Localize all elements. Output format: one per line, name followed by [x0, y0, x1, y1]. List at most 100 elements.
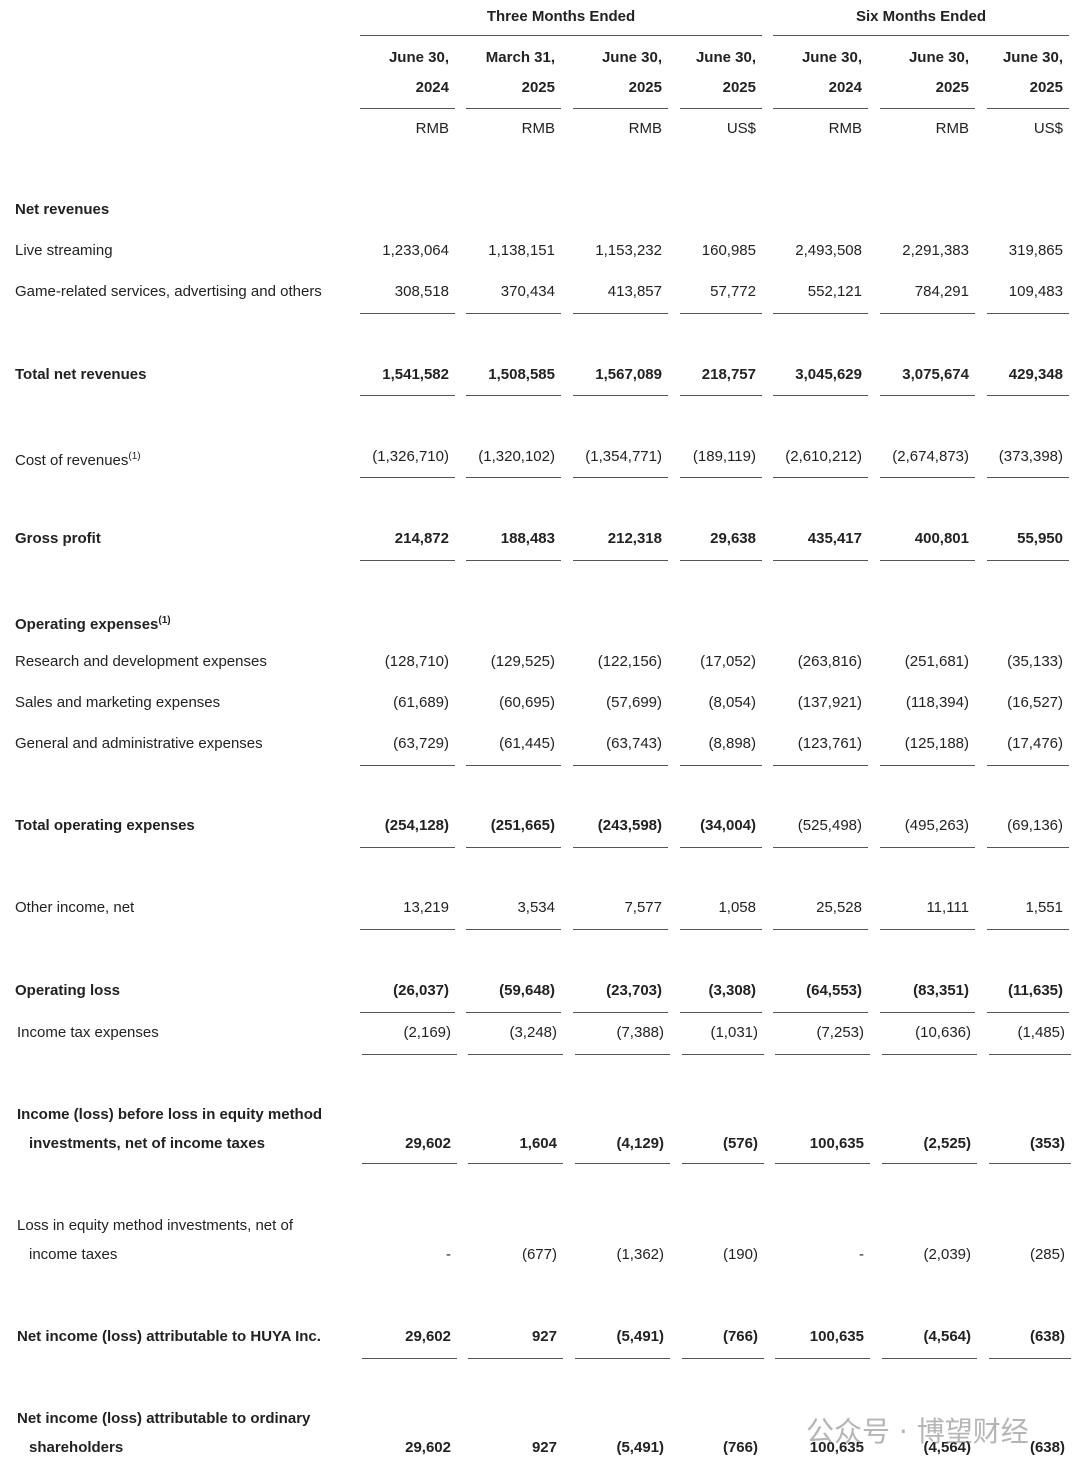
rule: [682, 1358, 764, 1359]
row-label: Cost of revenues(1): [15, 451, 141, 469]
cell-value: 100,635: [809, 1439, 864, 1456]
rule: [360, 477, 455, 478]
cell-value: 1,541,582: [382, 366, 449, 383]
rule: [773, 1012, 868, 1013]
cell-value: (83,351): [913, 982, 969, 999]
cell-value: (243,598): [597, 817, 662, 834]
cell-value: (17,476): [1007, 735, 1063, 752]
rule: [575, 1358, 670, 1359]
rule: [360, 1012, 455, 1013]
cell-value: (63,729): [393, 735, 449, 752]
column-date: 2025: [521, 79, 555, 96]
rule: [773, 560, 868, 561]
rule: [989, 1054, 1071, 1055]
rule: [680, 560, 762, 561]
cell-value: 218,757: [701, 366, 756, 383]
cell-value: 1,233,064: [382, 242, 449, 259]
column-date: June 30,: [1002, 49, 1063, 66]
cell-value: (8,898): [708, 735, 756, 752]
column-date: June 30,: [601, 49, 662, 66]
cell-value: (35,133): [1007, 653, 1063, 670]
rule: [573, 477, 668, 478]
cell-value: 29,602: [405, 1135, 451, 1152]
footnote-mark: (1): [158, 615, 171, 626]
currency: RMB: [521, 120, 555, 137]
rule: [880, 765, 975, 766]
rule: [773, 108, 868, 109]
rule: [468, 1163, 563, 1164]
rule: [575, 1163, 670, 1164]
rule: [680, 1012, 762, 1013]
cell-value: (17,052): [700, 653, 756, 670]
cell-value: 552,121: [807, 283, 862, 300]
column-date: 2024: [415, 79, 449, 96]
cell-value: (1,031): [710, 1024, 758, 1041]
cell-value: 1,567,089: [595, 366, 662, 383]
cell-value: (23,703): [606, 982, 662, 999]
cell-value: (766): [722, 1439, 758, 1456]
cell-value: (57,699): [606, 694, 662, 711]
cell-value: (285): [1029, 1246, 1065, 1263]
column-date: March 31,: [485, 49, 555, 66]
rule: [882, 1358, 977, 1359]
rule: [573, 108, 668, 109]
currency: RMB: [415, 120, 449, 137]
cell-value: (69,136): [1007, 817, 1063, 834]
cell-value: 1,153,232: [595, 242, 662, 259]
cell-value: (34,004): [700, 817, 756, 834]
row-label: Total operating expenses: [15, 817, 195, 834]
rule: [362, 1358, 457, 1359]
cell-value: (495,263): [904, 817, 969, 834]
cell-value: 55,950: [1017, 530, 1063, 547]
cell-value: (4,564): [923, 1439, 971, 1456]
rule: [773, 35, 1069, 36]
rule: [882, 1054, 977, 1055]
rule: [880, 1012, 975, 1013]
cell-value: (61,445): [499, 735, 555, 752]
cell-value: 29,602: [405, 1439, 451, 1456]
cell-value: (2,169): [403, 1024, 451, 1041]
rule: [468, 1054, 563, 1055]
rule: [680, 477, 762, 478]
cell-value: 7,577: [624, 899, 662, 916]
cell-value: (766): [722, 1328, 758, 1345]
cell-value: 100,635: [809, 1328, 864, 1345]
cell-value: 1,058: [718, 899, 756, 916]
group-header: Six Months Ended: [855, 8, 986, 25]
cell-value: 100,635: [809, 1135, 864, 1152]
footnote-mark: (1): [128, 451, 141, 462]
cell-value: 13,219: [403, 899, 449, 916]
rule: [987, 847, 1069, 848]
rule: [573, 395, 668, 396]
rule: [880, 847, 975, 848]
cell-value: (128,710): [384, 653, 449, 670]
cell-value: (61,689): [393, 694, 449, 711]
row-label: Total net revenues: [15, 366, 147, 383]
rule: [987, 560, 1069, 561]
cell-value: (353): [1029, 1135, 1065, 1152]
rule: [360, 847, 455, 848]
cell-value: (525,498): [797, 817, 862, 834]
cell-value: (1,485): [1017, 1024, 1065, 1041]
cell-value: 214,872: [394, 530, 449, 547]
rule: [682, 1163, 764, 1164]
cell-value: (2,039): [923, 1246, 971, 1263]
rule: [466, 477, 561, 478]
rule: [466, 313, 561, 314]
column-date: 2025: [722, 79, 756, 96]
cell-value: (122,156): [597, 653, 662, 670]
rule: [773, 929, 868, 930]
rule: [360, 108, 455, 109]
cell-value: (3,248): [509, 1024, 557, 1041]
cell-value: 1,138,151: [488, 242, 555, 259]
cell-value: -: [859, 1246, 864, 1263]
cell-value: (4,564): [923, 1328, 971, 1345]
rule: [682, 1054, 764, 1055]
rule: [466, 847, 561, 848]
row-label: Income (loss) before loss in equity meth…: [17, 1106, 323, 1123]
cell-value: (638): [1029, 1328, 1065, 1345]
cell-value: (638): [1029, 1439, 1065, 1456]
cell-value: 3,045,629: [795, 366, 862, 383]
watermark: 公众号 · 博望财经: [806, 1415, 1029, 1448]
rule: [987, 395, 1069, 396]
